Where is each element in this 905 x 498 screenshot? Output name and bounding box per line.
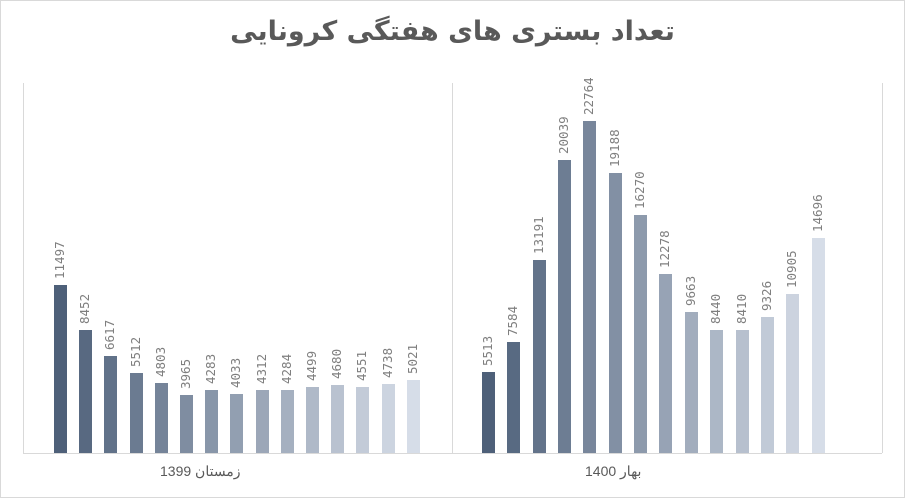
bar bbox=[634, 215, 648, 453]
data-label: 4680 bbox=[329, 348, 345, 379]
data-label: 14696 bbox=[809, 194, 825, 233]
bar bbox=[180, 395, 193, 453]
bar bbox=[104, 356, 118, 453]
data-label: 6617 bbox=[102, 320, 118, 351]
data-label: 4312 bbox=[253, 353, 269, 385]
bar bbox=[608, 172, 622, 453]
data-label: 8440 bbox=[708, 293, 724, 324]
bar bbox=[154, 382, 168, 453]
group-separator-middle bbox=[452, 83, 453, 453]
data-label: 4803 bbox=[152, 346, 168, 377]
chart-title: تعداد بستری های هفتگی کرونایی bbox=[230, 16, 675, 47]
category-label-winter-1399: زمستان 1399 bbox=[160, 463, 241, 479]
bar bbox=[406, 379, 420, 453]
data-label: 3965 bbox=[178, 358, 193, 390]
bar bbox=[811, 238, 825, 453]
data-label: 11497 bbox=[52, 241, 67, 280]
bar bbox=[331, 384, 345, 453]
data-label: 4551 bbox=[354, 350, 370, 381]
bar bbox=[710, 329, 724, 453]
bar bbox=[356, 386, 370, 453]
bar bbox=[79, 329, 93, 453]
data-label: 9326 bbox=[758, 280, 774, 311]
data-label: 4284 bbox=[278, 354, 294, 385]
bar bbox=[507, 342, 521, 453]
bar bbox=[280, 390, 294, 453]
data-label: 22764 bbox=[581, 76, 597, 115]
data-label: 9663 bbox=[682, 275, 698, 306]
bar bbox=[482, 372, 495, 453]
bar bbox=[583, 120, 597, 453]
bar bbox=[230, 394, 244, 453]
data-label: 4283 bbox=[203, 354, 219, 385]
bar bbox=[786, 293, 800, 453]
bar bbox=[735, 330, 749, 453]
x-axis-line bbox=[23, 453, 882, 454]
data-label: 4738 bbox=[379, 347, 395, 378]
data-label: 8410 bbox=[733, 294, 749, 325]
data-label: 8452 bbox=[77, 293, 93, 324]
data-label: 4033 bbox=[228, 357, 244, 389]
data-label: 5513 bbox=[480, 336, 495, 367]
bar bbox=[684, 311, 698, 453]
data-label: 16270 bbox=[632, 171, 648, 210]
bar bbox=[306, 387, 319, 453]
data-label: 20039 bbox=[556, 116, 572, 155]
bar bbox=[381, 383, 395, 453]
plot-area: 11497 8452 6617 5512 4803 3965 4283 4033 4312 428… bbox=[23, 77, 883, 454]
bar bbox=[129, 372, 143, 453]
bar bbox=[659, 273, 673, 453]
bar bbox=[255, 390, 269, 453]
data-label: 5512 bbox=[127, 336, 143, 367]
bar bbox=[760, 316, 774, 453]
bar bbox=[558, 160, 572, 453]
bar bbox=[205, 390, 219, 453]
bar bbox=[532, 260, 546, 453]
data-label: 4499 bbox=[304, 351, 319, 382]
data-label: 10905 bbox=[784, 250, 800, 288]
category-label-spring-1400: بهار 1400 bbox=[585, 463, 642, 479]
group-separator-left bbox=[23, 83, 24, 453]
data-label: 19188 bbox=[606, 129, 622, 167]
data-label: 12278 bbox=[657, 230, 673, 268]
data-label: 13191 bbox=[530, 216, 546, 255]
group-separator-right bbox=[882, 83, 883, 453]
data-label: 7584 bbox=[505, 306, 521, 337]
bar bbox=[54, 285, 67, 453]
data-label: 5021 bbox=[404, 343, 420, 374]
